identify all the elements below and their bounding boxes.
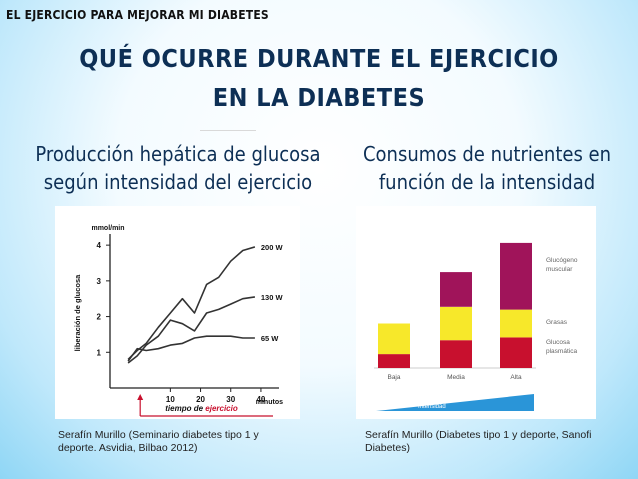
x-unit-label: minutos	[256, 399, 283, 406]
bar-segment	[500, 337, 532, 368]
x-axis-label: tiempo de ejercicio	[165, 404, 238, 413]
right-caption: Serafín Murillo (Diabetes tipo 1 y depor…	[365, 429, 592, 454]
intensity-label: Intensidad	[418, 404, 446, 410]
bar-segment	[440, 340, 472, 368]
page-title-line2: EN LA DIABETES	[212, 83, 426, 112]
x-tick-label: 40	[256, 395, 265, 404]
left-subtitle-line2: según intensidad del ejercicio	[43, 170, 313, 194]
series-label: 200 W	[261, 243, 284, 252]
page-title-line1: QUÉ OCURRE DURANTE EL EJERCICIO	[79, 44, 559, 73]
x-axis-label-highlight: ejercicio	[205, 404, 238, 413]
glucose-production-chart: 1 2 3 4 10 20 30 40 minutos mmol/min liberación de…	[55, 206, 300, 419]
bar-segment	[500, 309, 532, 338]
series-line-0	[127, 246, 256, 360]
bar-segment	[500, 242, 532, 310]
series-line-1	[127, 296, 256, 364]
right-subtitle-line1: Consumos de nutrientes en	[362, 142, 612, 166]
legend-label: Grasas	[546, 319, 568, 326]
series-label: 130 W	[261, 293, 284, 302]
legend-label: Glucosa	[546, 339, 570, 346]
bar-segment	[378, 354, 410, 368]
y-tick-label: 3	[97, 277, 102, 286]
x-tick-label: 20	[196, 395, 205, 404]
y-tick-label: 1	[97, 348, 102, 357]
legend-label: muscular	[546, 266, 573, 273]
category-label: Media	[447, 374, 465, 381]
title-divider	[200, 130, 256, 131]
y-axis-label: liberación de glucosa	[73, 274, 82, 352]
bar-segment	[440, 272, 472, 307]
category-label: Baja	[387, 374, 400, 381]
bar-segment	[440, 306, 472, 341]
section-label: EL EJERCICIO PARA MEJORAR MI DIABETES	[6, 8, 269, 22]
series-line-2	[127, 335, 255, 362]
left-subtitle-line1: Producción hepática de glucosa	[35, 142, 321, 166]
bar-segment	[378, 323, 410, 355]
series-label: 65 W	[261, 334, 279, 343]
legend-label: Glucógeno	[546, 257, 578, 264]
intensity-wedge	[376, 394, 534, 411]
x-tick-label: 10	[166, 395, 175, 404]
right-subtitle: Consumos de nutrientes en función de la …	[352, 140, 622, 196]
x-axis-label-prefix: tiempo de	[165, 404, 205, 413]
x-tick-label: 30	[226, 395, 235, 404]
legend-label: plasmática	[546, 348, 577, 355]
right-subtitle-line2: función de la intensidad	[378, 170, 596, 194]
y-tick-label: 2	[97, 313, 102, 322]
bar-chart-svg: Baja Media Alta Glucógeno muscular Grasas Gluc…	[374, 242, 578, 411]
left-caption: Serafín Murillo (Seminario diabetes tipo…	[58, 429, 259, 454]
y-unit-label: mmol/min	[91, 225, 124, 232]
category-label: Alta	[510, 374, 522, 381]
left-subtitle: Producción hepática de glucosa según int…	[18, 140, 338, 196]
nutrient-consumption-chart: Baja Media Alta Glucógeno muscular Grasas Gluc…	[356, 206, 596, 419]
exercise-start-arrow	[137, 394, 144, 400]
y-tick-label: 4	[97, 241, 102, 250]
